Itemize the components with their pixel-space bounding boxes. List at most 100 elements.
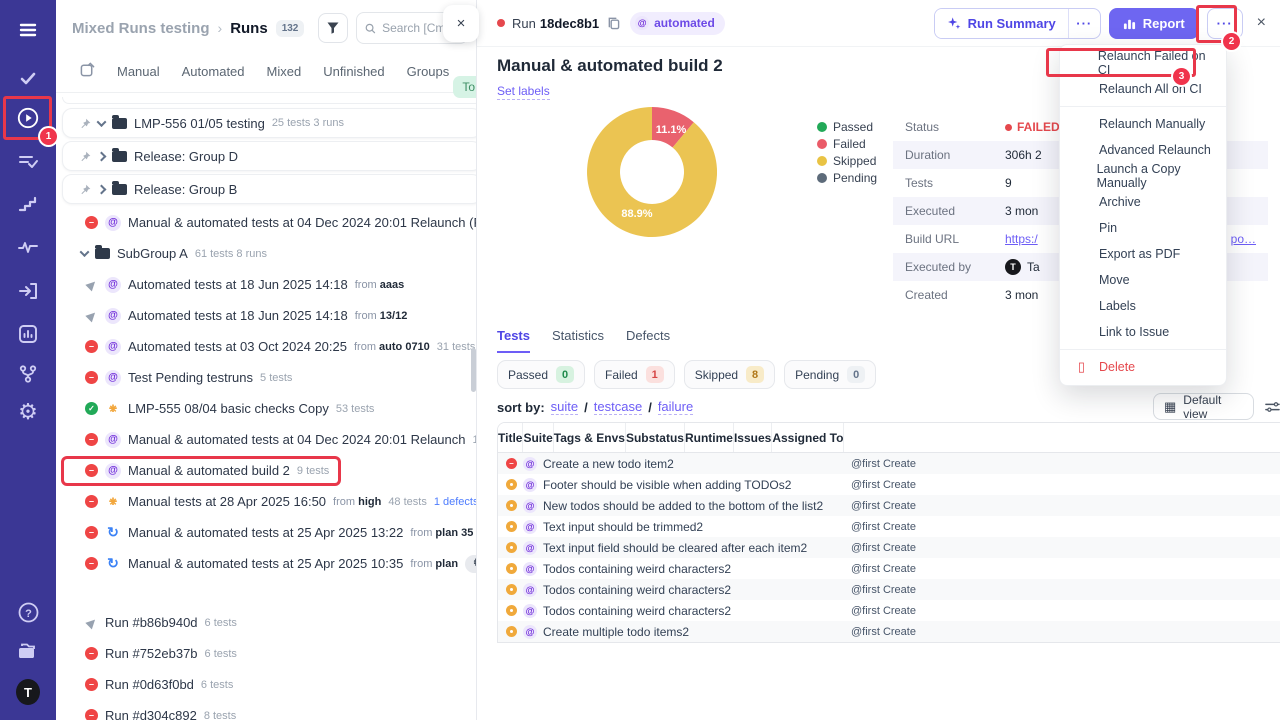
menu-icon[interactable] — [16, 18, 40, 42]
table-settings-icon[interactable] — [1265, 400, 1280, 414]
close-detail-button[interactable]: × — [1256, 14, 1266, 31]
runs-play-icon[interactable] — [16, 106, 40, 130]
menu-item[interactable]: Launch a Copy Manually — [1096, 162, 1181, 190]
test-title[interactable]: Create a new todo item2 — [543, 456, 674, 471]
test-title[interactable]: Todos containing weird characters2 — [543, 603, 732, 618]
menu-item[interactable]: Archive — [1099, 195, 1141, 209]
chevron-icon[interactable] — [96, 116, 107, 127]
run-list-item[interactable]: Test Pending testruns 5 tests — [56, 362, 476, 393]
run-title[interactable]: Run #d304c892 — [105, 708, 197, 720]
run-title[interactable]: Run #b86b940d — [105, 615, 198, 630]
test-suite[interactable]: @first Create … — [851, 562, 916, 575]
runs-tab[interactable]: Unfinished — [323, 63, 385, 79]
run-list-item[interactable]: Automated tests at 18 Jun 2025 14:18 fro… — [56, 269, 476, 300]
menu-item[interactable]: Move — [1099, 273, 1130, 287]
detail-tab[interactable]: Tests — [497, 328, 530, 353]
build-url-link-end[interactable]: po… — [1230, 232, 1256, 246]
legend-item[interactable]: Failed — [817, 135, 877, 152]
run-title[interactable]: Manual tests at 28 Apr 2025 16:50 — [128, 494, 327, 509]
filter-button[interactable] — [318, 13, 349, 43]
test-suite[interactable]: @first Create … — [851, 478, 916, 491]
pull-in-icon[interactable] — [16, 279, 40, 303]
run-list-item[interactable]: Manual & automated tests at 04 Dec 2024 … — [56, 424, 476, 455]
test-title[interactable]: New todos should be added to the bottom … — [543, 498, 824, 513]
build-url-link[interactable]: https:/ — [1005, 232, 1038, 246]
menu-item[interactable] — [1060, 106, 1226, 107]
run-title[interactable]: LMP-556 01/05 testing — [134, 115, 265, 131]
default-view-button[interactable]: ▦ Default view — [1153, 393, 1255, 421]
run-list-item[interactable]: Manual & automated tests at 04 Dec 2024 … — [56, 207, 476, 238]
projects-folder-icon[interactable] — [16, 640, 40, 664]
run-list-item[interactable]: Manual tests at 28 Apr 2025 16:50 from h… — [56, 486, 476, 517]
detail-tab[interactable]: Statistics — [552, 328, 605, 343]
run-title[interactable]: Release: Group B — [134, 181, 238, 197]
status-filter-pill[interactable]: Failed 1 — [594, 360, 675, 389]
run-list-item[interactable]: LMP-555 08/04 basic checks Copy 53 tests — [56, 393, 476, 424]
run-defects-link[interactable]: 1 defects — [433, 495, 476, 508]
status-filter-pill[interactable]: Skipped 8 — [683, 360, 776, 389]
run-list-item[interactable]: Automated tests at 03 Oct 2024 20:25 fro… — [56, 331, 476, 362]
pin-icon[interactable] — [80, 151, 91, 162]
chevron-icon[interactable] — [96, 151, 107, 161]
test-suite[interactable]: @first Create … — [851, 520, 916, 533]
run-title[interactable]: Manual & automated tests at 04 Dec 2024 … — [128, 432, 466, 447]
run-title[interactable]: Manual & automated tests at 25 Apr 2025 … — [128, 525, 404, 540]
run-list-item[interactable]: SubGroup A 61 tests 8 runs — [56, 238, 476, 269]
runs-search-input[interactable] — [382, 21, 459, 35]
test-row[interactable]: Todos containing weird characters2 @firs… — [498, 558, 1280, 579]
detail-tab[interactable]: Defects — [626, 328, 671, 343]
run-title[interactable]: Automated tests at 03 Oct 2024 20:25 — [128, 339, 347, 354]
column-header[interactable]: Substatus — [626, 423, 685, 452]
panel-close-button[interactable]: × — [443, 5, 479, 42]
breadcrumb-page[interactable]: Runs — [230, 19, 268, 37]
run-list-item[interactable]: Run #752eb37b 6 tests — [56, 638, 476, 669]
test-title[interactable]: Footer should be visible when adding TOD… — [543, 477, 792, 492]
run-list-item[interactable]: Run #d304c892 8 tests — [56, 700, 476, 720]
test-suite[interactable]: @first Create … — [851, 541, 916, 554]
select-all-icon[interactable] — [80, 62, 95, 80]
runs-scrollbar[interactable] — [471, 348, 476, 392]
sort-by-failure[interactable]: failure — [657, 399, 694, 415]
pin-icon[interactable] — [80, 184, 91, 195]
run-summary-button[interactable]: Run Summary — [934, 8, 1068, 38]
menu-item[interactable]: Export as PDF — [1099, 247, 1181, 261]
test-suite[interactable]: @first Create … — [851, 499, 916, 512]
test-title[interactable]: Text input should be trimmed2 — [543, 519, 704, 534]
run-list-item[interactable]: Release: Group B — [62, 174, 476, 204]
run-title[interactable]: Release: Group D — [134, 148, 239, 164]
test-title[interactable]: Todos containing weird characters2 — [543, 561, 732, 576]
test-row[interactable]: Text input field should be cleared after… — [498, 537, 1280, 558]
test-row[interactable]: Todos containing weird characters2 @firs… — [498, 579, 1280, 600]
help-icon[interactable]: ? — [16, 600, 40, 624]
menu-item[interactable]: Advanced Relaunch — [1099, 143, 1211, 157]
run-list-item[interactable]: Run #0d63f0bd 6 tests — [56, 669, 476, 700]
column-header[interactable]: Assigned To — [772, 423, 845, 452]
reports-chart-icon[interactable] — [16, 322, 40, 346]
test-row[interactable]: Todos containing weird characters2 @firs… — [498, 600, 1280, 621]
run-list-item[interactable]: Manual & automated build 2 9 tests — [56, 455, 476, 486]
runs-tab[interactable]: Mixed — [266, 63, 302, 79]
run-list-item[interactable]: LMP-556 01/05 testing 25 tests 3 runs — [62, 108, 476, 138]
steps-icon[interactable] — [16, 193, 40, 217]
legend-item[interactable]: Pending — [817, 169, 877, 186]
runs-tab[interactable]: Groups — [406, 63, 450, 79]
sort-by-suite[interactable]: suite — [550, 399, 579, 415]
set-labels-link[interactable]: Set labels — [497, 84, 550, 100]
report-button[interactable]: Report — [1108, 7, 1199, 39]
menu-item[interactable]: Relaunch Manually — [1099, 117, 1206, 131]
tab-pill-today[interactable]: To — [453, 76, 476, 98]
run-title[interactable]: LMP-555 08/04 basic checks Copy — [128, 401, 329, 416]
run-list-item[interactable]: Manual & automated tests at 25 Apr 2025 … — [56, 517, 476, 548]
runs-tab[interactable]: Automated — [181, 63, 245, 79]
run-title[interactable]: SubGroup A — [117, 246, 188, 261]
run-list-item[interactable]: Release: Group D — [62, 141, 476, 171]
column-header[interactable]: Runtime — [685, 423, 734, 452]
column-header[interactable]: Title — [498, 423, 524, 452]
menu-item[interactable]: Relaunch Failed on CI 3 — [1046, 48, 1226, 85]
run-list-item[interactable]: Automated tests at 18 Jun 2025 14:18 fro… — [56, 300, 476, 331]
test-title[interactable]: Todos containing weird characters2 — [543, 582, 732, 597]
legend-item[interactable]: Skipped — [817, 152, 877, 169]
run-title[interactable]: Manual & automated tests at 04 Dec 2024 … — [128, 215, 476, 230]
menu-item[interactable] — [1060, 349, 1226, 350]
testcases-list-icon[interactable] — [16, 150, 40, 174]
